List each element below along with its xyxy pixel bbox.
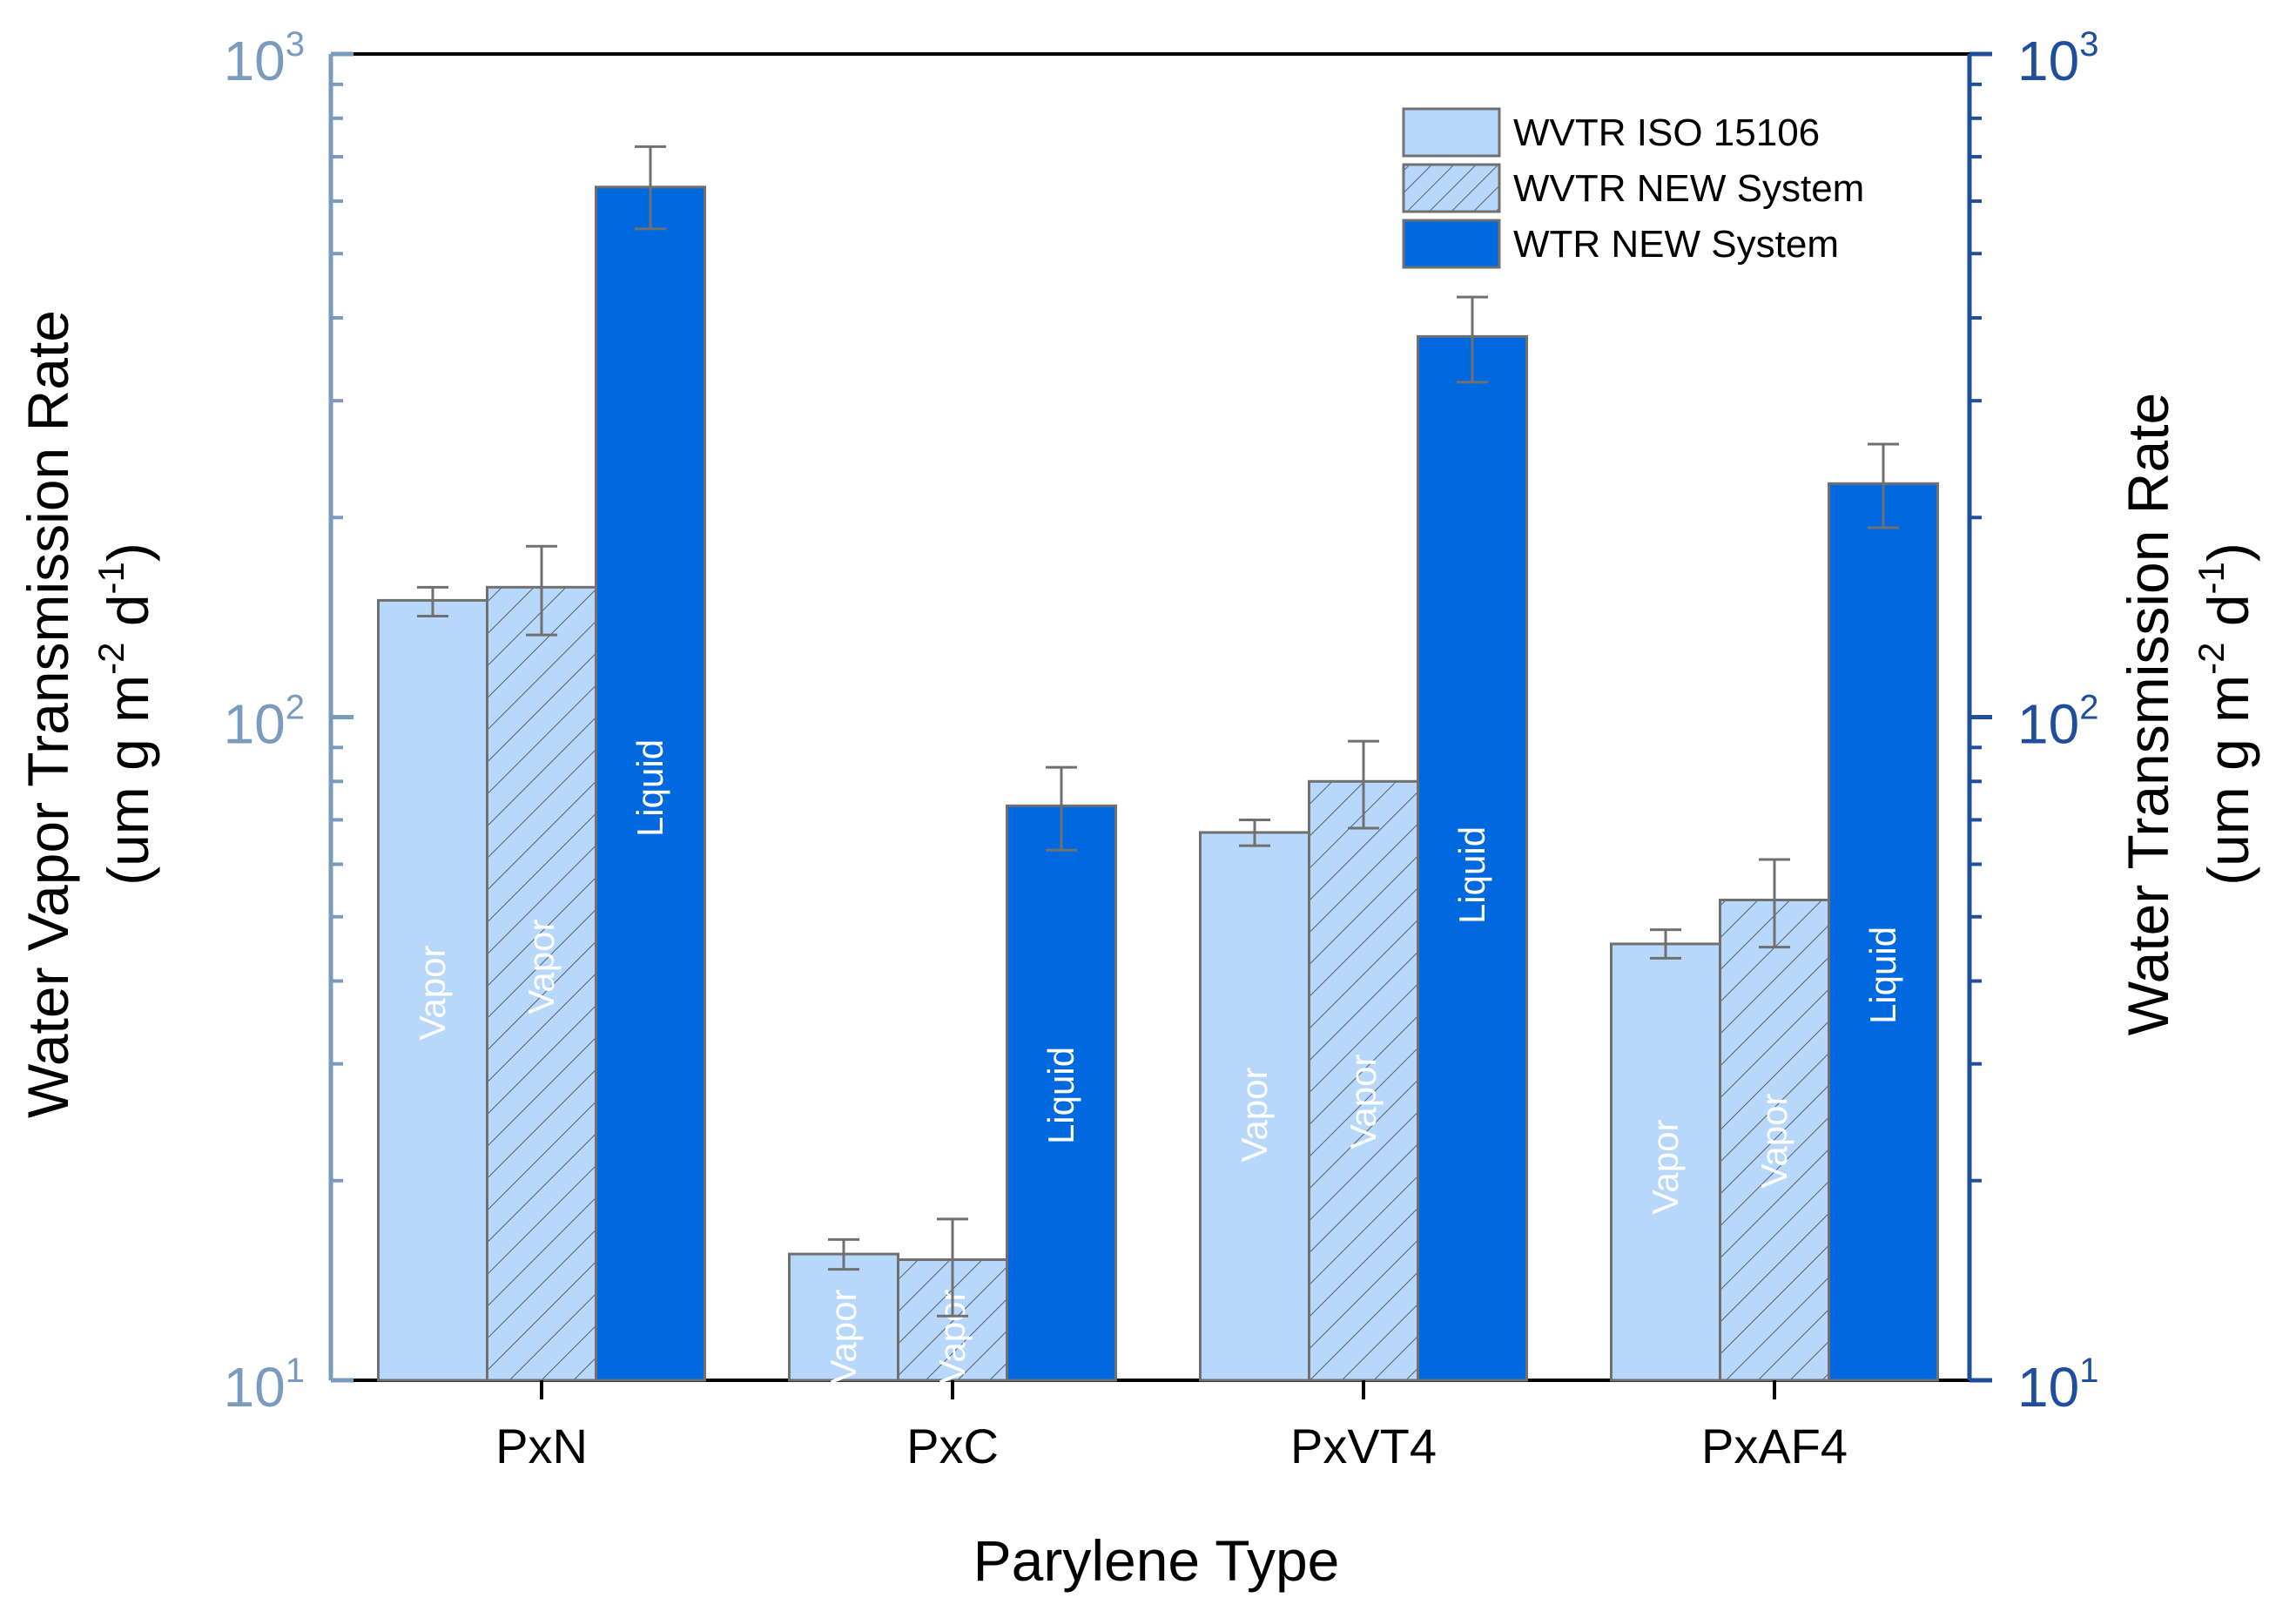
legend-swatch-3 bbox=[1402, 219, 1501, 269]
bar-pxn-series-1 bbox=[377, 598, 488, 1382]
bar-pxc-series-3 bbox=[1006, 804, 1117, 1382]
bar-label-pxc-series-3: Liquid bbox=[1040, 1047, 1081, 1144]
y-axis-label-line-1: Water Transmission Rate bbox=[2116, 393, 2180, 1035]
bar-labels-group: Vapor Vapor Liquid Vapor Vapor Liquid Vapor Vap… bbox=[412, 739, 1903, 1385]
x-tick-label-pxc: PxC bbox=[906, 1419, 999, 1473]
bar-label-pxaf4-series-3: Liquid bbox=[1862, 927, 1903, 1024]
x-axis-label: Parylene Type bbox=[973, 1528, 1340, 1593]
left-tick-label: 101 bbox=[224, 1352, 305, 1419]
legend-label-3: WTR NEW System bbox=[1513, 223, 1839, 266]
y-axis-label-line-2: (um g m-2 d-1) bbox=[91, 543, 160, 886]
x-ticks-group: PxN PxC PxVT4 PxAF4 bbox=[495, 1380, 1848, 1473]
right-tick-label: 102 bbox=[2017, 689, 2098, 756]
bar-label-pxvt4-series-2: Vapor bbox=[1343, 1055, 1384, 1149]
left-tick-label: 102 bbox=[224, 689, 305, 756]
y-axis-label-line-1: Water Vapor Transmission Rate bbox=[16, 310, 80, 1118]
bar-label-pxaf4-series-2: Vapor bbox=[1754, 1094, 1794, 1189]
bar-label-pxaf4-series-1: Vapor bbox=[1645, 1120, 1686, 1215]
bar-label-pxn-series-1: Vapor bbox=[412, 946, 453, 1041]
legend: WVTR ISO 15106 WVTR NEW System WTR NEW Sys… bbox=[1402, 107, 1864, 269]
x-tick-label-pxvt4: PxVT4 bbox=[1290, 1419, 1437, 1473]
left-tick-label: 103 bbox=[224, 25, 305, 92]
bar-label-pxvt4-series-3: Liquid bbox=[1451, 826, 1492, 924]
bar-label-pxc-series-1: Vapor bbox=[823, 1290, 864, 1385]
right-tick-label: 103 bbox=[2017, 25, 2098, 92]
y-axis-label-line-2: (um g m-2 d-1) bbox=[2191, 543, 2260, 886]
legend-label-1: WVTR ISO 15106 bbox=[1513, 111, 1820, 154]
left-y-axis-label: Water Vapor Transmission Rate (um g m-2 d… bbox=[16, 310, 160, 1118]
bar-pxc-series-1 bbox=[788, 1252, 899, 1382]
errorbars-group bbox=[417, 145, 1899, 1318]
bar-pxvt4-series-3 bbox=[1417, 334, 1528, 1382]
axes-group: 101 101 102 102 103 103 bbox=[224, 25, 2099, 1419]
bar-pxaf4-series-3 bbox=[1828, 482, 1939, 1382]
bars-group bbox=[377, 185, 1939, 1382]
legend-label-2: WVTR NEW System bbox=[1513, 167, 1864, 210]
legend-swatch-2 bbox=[1402, 163, 1501, 213]
right-y-axis-label: Water Transmission Rate (um g m-2 d-1) bbox=[2116, 393, 2260, 1035]
legend-swatch-1 bbox=[1402, 107, 1501, 158]
bar-pxaf4-series-2 bbox=[1719, 898, 1830, 1382]
right-tick-label: 101 bbox=[2017, 1352, 2098, 1419]
bar-label-pxn-series-3: Liquid bbox=[630, 739, 670, 837]
bar-label-pxvt4-series-1: Vapor bbox=[1234, 1068, 1275, 1163]
bar-pxn-series-3 bbox=[595, 185, 706, 1382]
x-tick-label-pxaf4: PxAF4 bbox=[1701, 1419, 1848, 1473]
bar-label-pxn-series-2: Vapor bbox=[521, 920, 562, 1015]
x-tick-label-pxn: PxN bbox=[495, 1419, 588, 1473]
bar-pxvt4-series-1 bbox=[1199, 831, 1310, 1382]
